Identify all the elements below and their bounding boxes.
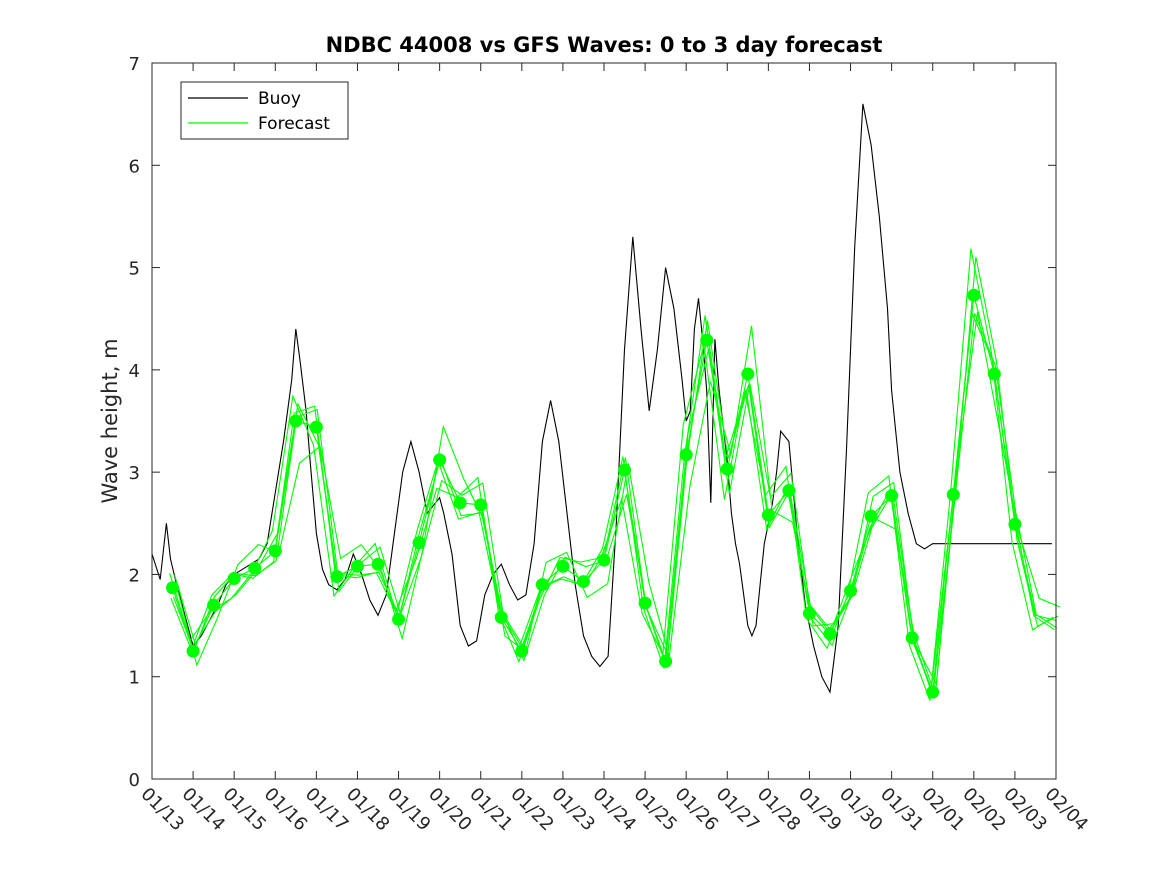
forecast-marker [350, 559, 364, 573]
legend-forecast-label: Forecast [258, 114, 330, 134]
forecast-marker [289, 414, 303, 428]
forecast-marker [576, 575, 590, 589]
chart-title: NDBC 44008 vs GFS Waves: 0 to 3 day fore… [326, 33, 883, 57]
forecast-marker [618, 463, 632, 477]
y-tick-label: 2 [129, 565, 140, 586]
y-tick-label: 6 [129, 156, 140, 177]
plot-lines [151, 103, 1060, 701]
forecast-marker [1008, 517, 1022, 531]
y-tick-label: 7 [129, 54, 140, 75]
y-tick-label: 3 [129, 463, 140, 484]
forecast-marker [987, 367, 1001, 381]
forecast-series-line [172, 313, 1058, 691]
forecast-marker [330, 569, 344, 583]
forecast-marker [433, 453, 447, 467]
forecast-marker [166, 581, 180, 595]
forecast-marker [227, 572, 241, 586]
forecast-marker [679, 448, 693, 462]
forecast-marker [823, 627, 837, 641]
forecast-marker [700, 333, 714, 347]
forecast-marker [946, 488, 960, 502]
forecast-marker [474, 498, 488, 512]
forecast-marker [741, 367, 755, 381]
forecast-marker [535, 578, 549, 592]
forecast-marker [761, 508, 775, 522]
forecast-marker [967, 288, 981, 302]
forecast-marker [638, 596, 652, 610]
forecast-marker [597, 553, 611, 567]
forecast-marker [186, 644, 200, 658]
y-tick-label: 1 [129, 668, 140, 689]
forecast-marker [207, 598, 221, 612]
forecast-marker [782, 484, 796, 498]
forecast-marker [556, 559, 570, 573]
forecast-marker [659, 654, 673, 668]
forecast-marker [885, 489, 899, 503]
forecast-marker [268, 544, 282, 558]
forecast-marker [905, 631, 919, 645]
forecast-series-line [170, 311, 1055, 692]
forecast-marker [844, 584, 858, 598]
forecast-marker [864, 509, 878, 523]
forecast-marker [494, 610, 508, 624]
forecast-marker [309, 420, 323, 434]
forecast-marker [802, 606, 816, 620]
forecast-marker [392, 612, 406, 626]
buoy-series-line [151, 103, 1052, 694]
forecast-marker [412, 536, 426, 550]
forecast-marker [720, 462, 734, 476]
y-tick-label: 0 [129, 770, 140, 791]
legend-buoy-label: Buoy [258, 89, 301, 109]
forecast-marker [248, 561, 262, 575]
legend-box [180, 81, 349, 140]
forecast-marker [926, 685, 940, 699]
forecast-series-line [169, 248, 1054, 701]
y-tick-label: 4 [129, 361, 140, 382]
forecast-marker [515, 644, 529, 658]
forecast-marker [371, 557, 385, 571]
forecast-marker [453, 496, 467, 510]
y-axis-label: Wave height, m [98, 338, 122, 503]
y-tick-label: 5 [129, 259, 140, 280]
legend: Buoy Forecast [180, 81, 349, 140]
